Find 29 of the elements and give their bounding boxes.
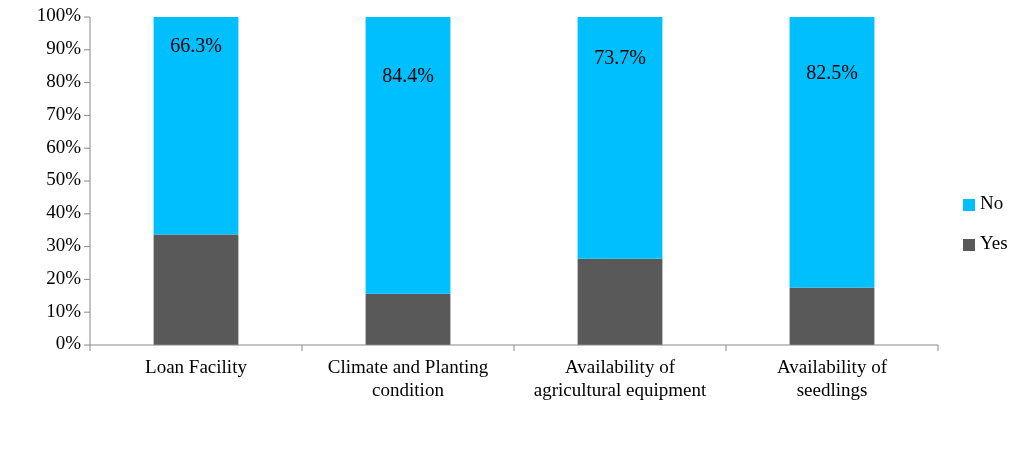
data-label: 73.7% <box>594 46 646 69</box>
bar <box>153 17 239 235</box>
bar <box>577 17 663 259</box>
y-tick-label: 90% <box>46 37 82 59</box>
y-tick-label: 10% <box>46 299 82 321</box>
data-label: 82.5% <box>806 60 858 83</box>
x-tick-label: Availability of seedlings <box>777 356 888 400</box>
x-tick-label: Availability of agricultural equipment <box>533 356 707 400</box>
y-tick-label: 20% <box>46 266 82 288</box>
bar <box>153 234 239 345</box>
x-tick-label: Climate and Planting condition <box>327 356 489 400</box>
bar <box>365 17 451 294</box>
legend-label: No <box>980 192 1004 214</box>
y-tick-label: 60% <box>46 135 82 157</box>
y-tick-label: 70% <box>46 102 82 124</box>
bar <box>365 293 451 345</box>
bar <box>789 17 875 288</box>
y-tick-label: 30% <box>46 233 82 255</box>
data-label: 66.3% <box>170 34 222 57</box>
y-tick-label: 50% <box>46 168 82 190</box>
y-tick-label: 100% <box>36 4 82 26</box>
y-tick-label: 0% <box>55 332 82 354</box>
bar <box>789 287 875 345</box>
data-label: 84.4% <box>382 64 434 87</box>
y-tick-label: 80% <box>46 69 82 91</box>
legend-label: Yes <box>980 232 1008 254</box>
x-tick-label: Loan Facility <box>145 356 248 377</box>
y-tick-label: 40% <box>46 201 82 223</box>
bar <box>577 258 663 345</box>
